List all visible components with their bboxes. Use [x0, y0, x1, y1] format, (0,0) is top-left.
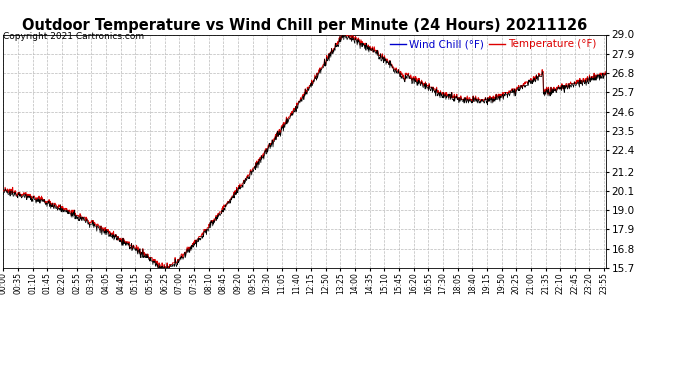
Text: Copyright 2021 Cartronics.com: Copyright 2021 Cartronics.com	[3, 32, 145, 41]
Title: Outdoor Temperature vs Wind Chill per Minute (24 Hours) 20211126: Outdoor Temperature vs Wind Chill per Mi…	[22, 18, 587, 33]
Legend: Wind Chill (°F), Temperature (°F): Wind Chill (°F), Temperature (°F)	[386, 35, 600, 53]
